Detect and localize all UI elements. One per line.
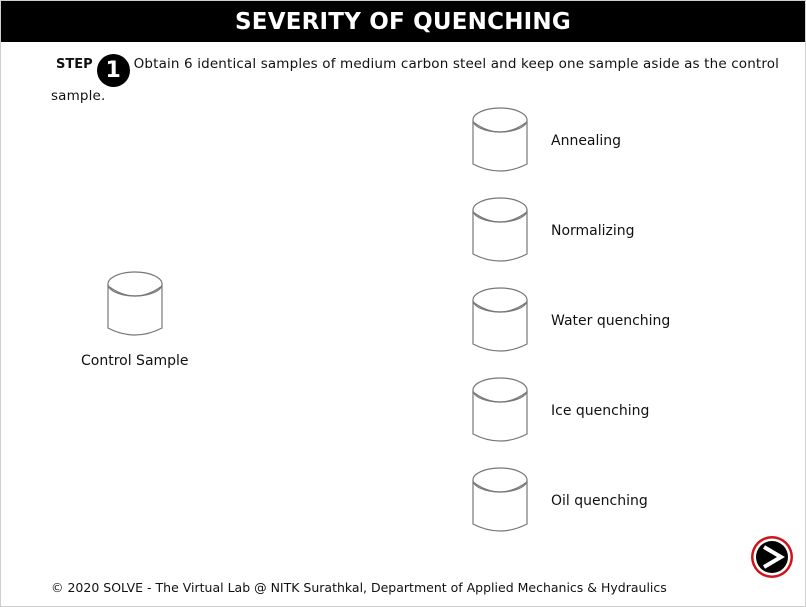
footer-copyright: © 2020 SOLVE - The Virtual Lab @ NITK Su… (51, 580, 667, 595)
oil-quenching-sample-cylinder-icon (471, 466, 529, 536)
normalizing-sample-cylinder-icon (471, 196, 529, 266)
control-sample-cylinder-icon (106, 270, 164, 340)
page-title: SEVERITY OF QUENCHING (235, 8, 571, 35)
next-arrow-icon (751, 536, 793, 578)
next-button[interactable] (750, 535, 794, 579)
title-bar: SEVERITY OF QUENCHING (1, 1, 805, 42)
annealing-sample-cylinder-icon (471, 106, 529, 176)
control-sample-label: Control Sample (81, 353, 189, 369)
step-number-badge: 1 (96, 54, 130, 87)
water-quenching-sample-cylinder-icon (471, 286, 529, 356)
oil-quenching-label: Oil quenching (551, 493, 648, 509)
step-label: STEP (56, 57, 93, 72)
water-quenching-label: Water quenching (551, 313, 671, 329)
ice-quenching-sample-cylinder-icon (471, 376, 529, 446)
normalizing-label: Normalizing (551, 223, 635, 239)
step-instruction: STEP 1 Obtain 6 identical samples of mediu… (51, 54, 799, 106)
annealing-label: Annealing (551, 133, 622, 149)
step-text: Obtain 6 identical samples of medium car… (51, 56, 780, 104)
ice-quenching-label: Ice quenching (551, 403, 650, 419)
